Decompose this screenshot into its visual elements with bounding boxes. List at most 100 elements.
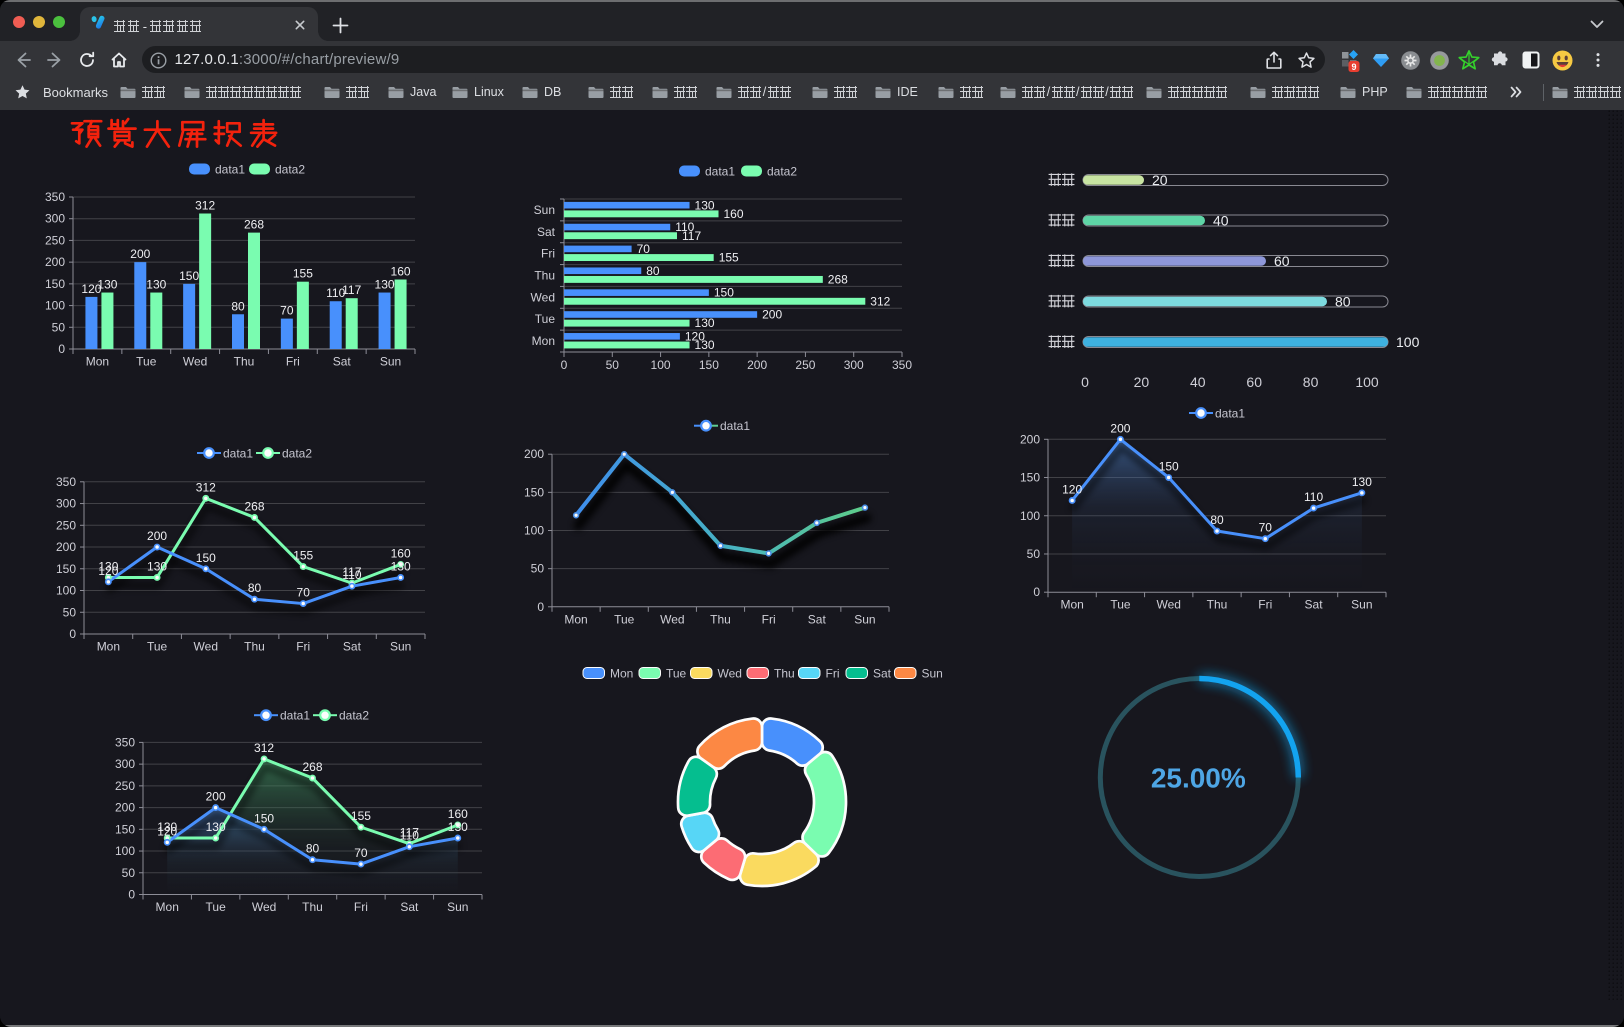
svg-text:0: 0 [1081,374,1089,390]
svg-text:100: 100 [1396,334,1420,350]
svg-text:200: 200 [206,790,226,804]
svg-text:100: 100 [1355,374,1379,390]
svg-text:Wed: Wed [718,667,742,681]
svg-text:50: 50 [52,320,66,334]
svg-text:117: 117 [342,283,361,297]
svg-text:117: 117 [342,565,361,579]
svg-text:130: 130 [448,820,468,834]
svg-text:0: 0 [58,342,65,356]
svg-text:Sat: Sat [537,225,556,239]
svg-text:Mon: Mon [532,334,555,348]
svg-text:312: 312 [196,480,216,494]
svg-text:Wed: Wed [531,290,555,304]
svg-text:Mon: Mon [156,900,179,914]
svg-text:Fri: Fri [826,667,840,681]
svg-text:200: 200 [747,358,767,372]
svg-text:50: 50 [531,562,545,576]
svg-text:Fri: Fri [296,640,310,654]
svg-text:150: 150 [45,277,65,291]
svg-text:60: 60 [1246,374,1262,390]
svg-text:130: 130 [391,559,411,573]
svg-text:300: 300 [115,757,135,771]
svg-text:40: 40 [1190,374,1206,390]
svg-text:0: 0 [537,600,544,614]
svg-text:Sun: Sun [390,640,411,654]
svg-text:Wed: Wed [660,612,684,626]
svg-text:50: 50 [122,866,136,880]
svg-text:25.00%: 25.00% [1151,763,1246,794]
svg-text:200: 200 [1020,432,1040,446]
svg-text:Sun: Sun [854,612,875,626]
svg-text:130: 130 [375,278,395,292]
svg-text:Sat: Sat [343,640,362,654]
svg-text:150: 150 [56,562,76,576]
svg-text:Sun: Sun [534,203,555,217]
svg-text:200: 200 [762,308,782,322]
svg-text:200: 200 [45,255,65,269]
svg-text:350: 350 [56,475,76,489]
svg-text:0: 0 [1033,585,1040,599]
svg-text:70: 70 [280,304,294,318]
svg-text:Sun: Sun [1351,598,1372,612]
svg-text:Tue: Tue [535,312,556,326]
svg-text:130: 130 [695,338,715,352]
svg-text:150: 150 [714,286,734,300]
svg-text:50: 50 [606,358,620,372]
svg-text:160: 160 [391,265,411,279]
svg-text:80: 80 [1335,294,1351,310]
svg-text:50: 50 [1027,547,1041,561]
svg-text:130: 130 [157,820,177,834]
svg-text:350: 350 [115,735,135,749]
svg-text:80: 80 [1303,374,1319,390]
svg-text:200: 200 [56,540,76,554]
svg-text:100: 100 [115,844,135,858]
svg-text:data2: data2 [275,163,305,177]
svg-text:130: 130 [147,559,167,573]
svg-text:150: 150 [1159,460,1179,474]
svg-text:200: 200 [524,447,544,461]
svg-text:110: 110 [342,568,361,582]
svg-text:150: 150 [115,822,135,836]
svg-text:data2: data2 [282,447,312,461]
svg-text:data2: data2 [339,709,369,723]
svg-text:160: 160 [391,546,411,560]
svg-text:Sun: Sun [380,355,401,369]
svg-text:120: 120 [685,329,705,343]
svg-text:150: 150 [179,269,199,283]
svg-text:110: 110 [326,286,345,300]
svg-text:250: 250 [45,233,65,247]
svg-text:Tue: Tue [666,667,687,681]
svg-text:100: 100 [56,584,76,598]
svg-text:data1: data1 [223,447,253,461]
svg-text:Mon: Mon [564,612,587,626]
svg-text:Wed: Wed [183,355,207,369]
svg-text:160: 160 [448,807,468,821]
svg-text:150: 150 [196,551,216,565]
svg-text:100: 100 [651,358,671,372]
svg-text:300: 300 [844,358,864,372]
svg-text:120: 120 [98,564,118,578]
svg-text:40: 40 [1213,213,1229,229]
svg-text:250: 250 [795,358,815,372]
svg-text:Mon: Mon [86,355,109,369]
svg-text:Sun: Sun [447,900,468,914]
svg-text:130: 130 [206,820,226,834]
svg-text:350: 350 [45,190,65,204]
svg-text:Tue: Tue [206,900,227,914]
svg-text:Thu: Thu [244,640,265,654]
svg-text:Thu: Thu [710,612,731,626]
svg-text:155: 155 [351,809,371,823]
svg-text:Wed: Wed [252,900,276,914]
svg-text:70: 70 [637,242,651,256]
svg-text:Tue: Tue [147,640,168,654]
svg-text:110: 110 [675,220,694,234]
svg-text:Thu: Thu [534,269,555,283]
svg-text:Sat: Sat [1305,598,1324,612]
svg-text:250: 250 [56,518,76,532]
svg-text:Thu: Thu [774,667,795,681]
svg-text:120: 120 [1062,482,1082,496]
svg-text:150: 150 [699,358,719,372]
svg-text:Mon: Mon [1060,598,1083,612]
svg-text:Mon: Mon [610,667,633,681]
svg-text:200: 200 [115,801,135,815]
